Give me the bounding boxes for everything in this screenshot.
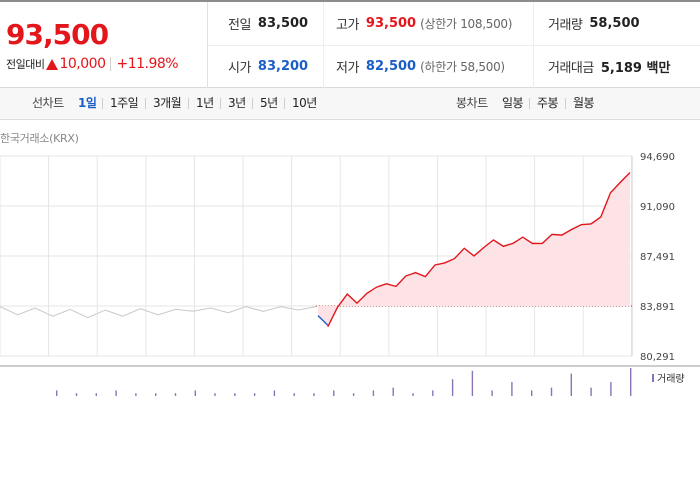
stats-row: 시가 83,200 저가 82,500 (하한가 58,500) 거래대금 5,… (208, 45, 700, 88)
stat-value: 93,500 (365, 16, 417, 31)
divider (110, 57, 112, 71)
change-percent: +11.98% (116, 56, 179, 72)
volume-bar (590, 387, 592, 396)
chart-svg: 94,690 91,090 87,491 83,891 80,291 거래량 (0, 152, 700, 396)
volume-bar (234, 393, 236, 396)
line-chart-title: 선차트 (32, 96, 64, 110)
y-tick-label: 94,690 (640, 152, 675, 163)
quote-header: 93,500 전일대비 10,000 +11.98% 전일 83,500 고가 … (0, 0, 700, 88)
stat-value: 82,500 (365, 59, 417, 74)
stat-volume: 거래량 58,500 (534, 2, 700, 45)
stat-value: 83,500 (257, 16, 309, 31)
y-tick-label: 91,090 (640, 202, 675, 213)
tab-divider (529, 98, 530, 109)
tab-divider (188, 98, 189, 109)
tab-3month[interactable]: 3개월 (153, 96, 182, 110)
change-row: 전일대비 10,000 +11.98% (6, 56, 179, 72)
upper-limit: (상한가 108,500) (420, 17, 513, 31)
volume-bar (511, 382, 513, 396)
stat-high: 고가 93,500 (상한가 108,500) (324, 2, 534, 45)
tab-10year[interactable]: 10년 (292, 96, 317, 110)
price-line-down (317, 315, 329, 326)
volume-bar (432, 390, 434, 396)
stat-prev-close: 전일 83,500 (208, 2, 324, 45)
volume-bar (194, 390, 196, 396)
y-tick-label: 80,291 (640, 352, 675, 363)
stat-low: 저가 82,500 (하한가 58,500) (324, 45, 534, 88)
price-box: 93,500 전일대비 10,000 +11.98% (0, 2, 208, 88)
volume-label: 거래량 (657, 373, 685, 385)
volume-bar (155, 393, 157, 396)
y-tick-label: 87,491 (640, 252, 675, 263)
tab-5year[interactable]: 5년 (260, 96, 278, 110)
tab-3year[interactable]: 3년 (228, 96, 246, 110)
stat-label: 전일 (228, 18, 251, 33)
previous-session-line (0, 306, 317, 319)
tab-1day[interactable]: 1일 (78, 96, 97, 110)
header-top-border (0, 0, 700, 2)
volume-bar (174, 393, 177, 396)
tab-divider (565, 98, 566, 109)
stat-label: 거래량 (548, 18, 583, 33)
blank-area (0, 400, 700, 490)
y-tick-label: 83,891 (640, 302, 675, 313)
stats-row: 전일 83,500 고가 93,500 (상한가 108,500) 거래량 58… (208, 2, 700, 46)
stat-value: 5,189 백만 (600, 61, 671, 76)
tab-divider (252, 98, 253, 109)
stat-label: 저가 (336, 61, 359, 76)
tab-divider (220, 98, 221, 109)
tab-weekly-candle[interactable]: 주봉 (537, 96, 559, 110)
volume-bar (471, 370, 474, 396)
volume-bar (372, 390, 375, 396)
tab-divider (284, 98, 285, 109)
tab-daily-candle[interactable]: 일봉 (502, 96, 524, 110)
volume-bar (491, 390, 493, 396)
candle-chart-title: 봉차트 (456, 96, 488, 110)
volume-bar (531, 390, 533, 396)
volume-bar (412, 393, 414, 396)
chart-tabs: 선차트 1일 1주일 3개월 1년 3년 5년 10년 봉차트 일봉 주봉 월봉 (0, 88, 700, 120)
tab-1week[interactable]: 1주일 (110, 96, 139, 110)
tab-1year[interactable]: 1년 (196, 96, 214, 110)
volume-bar (135, 393, 137, 396)
volume-bar (392, 387, 394, 396)
price-line-up (327, 172, 631, 328)
volume-bar (550, 387, 553, 396)
volume-bar (214, 393, 216, 396)
tab-divider (102, 98, 103, 109)
volume-bar (56, 390, 58, 396)
stats-table: 전일 83,500 고가 93,500 (상한가 108,500) 거래량 58… (208, 2, 700, 88)
volume-legend-swatch (652, 374, 654, 382)
tab-monthly-candle[interactable]: 월봉 (573, 96, 595, 110)
tab-divider (145, 98, 146, 109)
volume-bar (352, 393, 355, 396)
stat-open: 시가 83,200 (208, 45, 324, 88)
data-source: 한국거래소(KRX) (0, 132, 79, 145)
stat-value: 83,200 (257, 59, 309, 74)
volume-bar (115, 390, 117, 396)
stat-trade-value: 거래대금 5,189 백만 (534, 45, 700, 88)
volume-bar (451, 379, 454, 396)
volume-bar (293, 393, 295, 396)
volume-bar (570, 373, 572, 396)
change-label: 전일대비 (6, 58, 45, 71)
up-triangle-icon (46, 58, 59, 70)
stat-label: 고가 (336, 18, 359, 33)
price-chart: 94,690 91,090 87,491 83,891 80,291 거래량 한국거래소(… (0, 120, 700, 400)
volume-bar (630, 368, 632, 396)
volume-bar (253, 393, 256, 396)
stat-value: 58,500 (589, 16, 640, 31)
current-price: 93,500 (6, 18, 109, 51)
volume-bar (273, 390, 276, 396)
change-amount: 10,000 (59, 56, 106, 72)
volume-bar (75, 393, 78, 396)
stat-label: 시가 (228, 61, 251, 76)
volume-bar (313, 393, 315, 396)
volume-bar (333, 390, 335, 396)
volume-bar (610, 382, 612, 396)
volume-bar (95, 393, 97, 396)
stat-label: 거래대금 (548, 61, 594, 76)
lower-limit: (하한가 58,500) (420, 60, 505, 74)
